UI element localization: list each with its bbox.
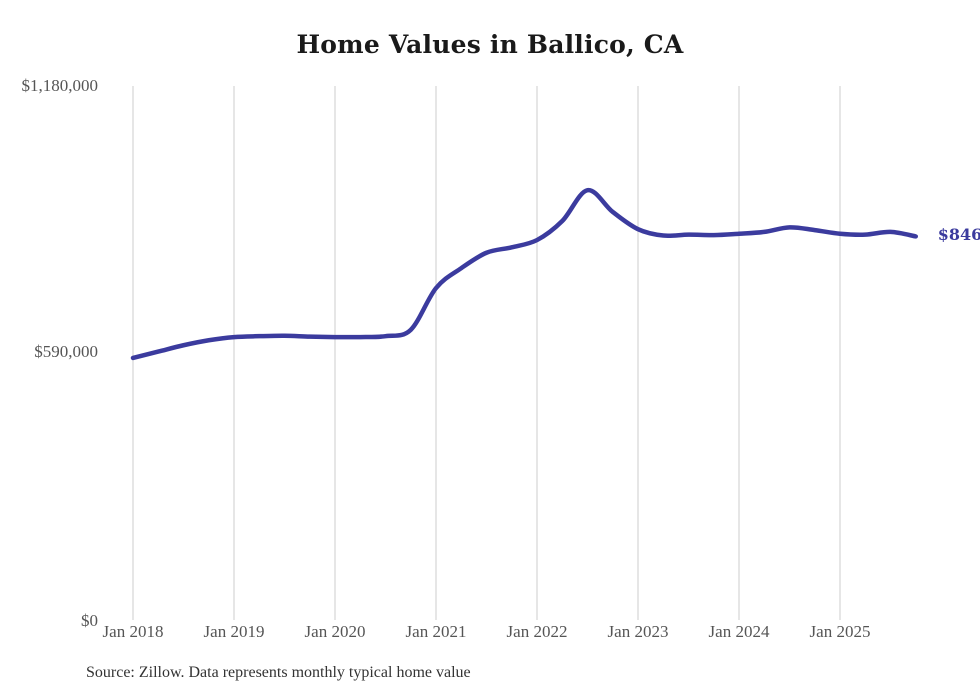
value-line-series (130, 187, 918, 361)
x-axis-tick-label-jan-2023: Jan 2023 (607, 622, 669, 641)
x-axis-tick-label-jan-2018: Jan 2018 (102, 622, 164, 641)
x-axis-tick-label-jan-2024: Jan 2024 (708, 622, 770, 641)
x-axis-tick-label-jan-2020: Jan 2020 (304, 622, 366, 641)
y-axis-tick-label-mid: $590,000 (34, 342, 98, 361)
chart-title: Home Values in Ballico, CA (296, 30, 684, 59)
x-axis-tick-label-jan-2021: Jan 2021 (405, 622, 467, 641)
source-note: Source: Zillow. Data represents monthly … (86, 664, 471, 681)
vertical-gridlines (132, 86, 841, 620)
end-value-annotation: $846,060 (937, 225, 980, 245)
x-axis-tick-label-jan-2025: Jan 2025 (809, 622, 871, 641)
y-axis-tick-label-top: $1,180,000 (21, 76, 99, 95)
x-axis-tick-label-jan-2019: Jan 2019 (203, 622, 265, 641)
x-axis-tick-label-jan-2022: Jan 2022 (506, 622, 568, 641)
y-axis-tick-label-bottom: $0 (81, 611, 98, 630)
